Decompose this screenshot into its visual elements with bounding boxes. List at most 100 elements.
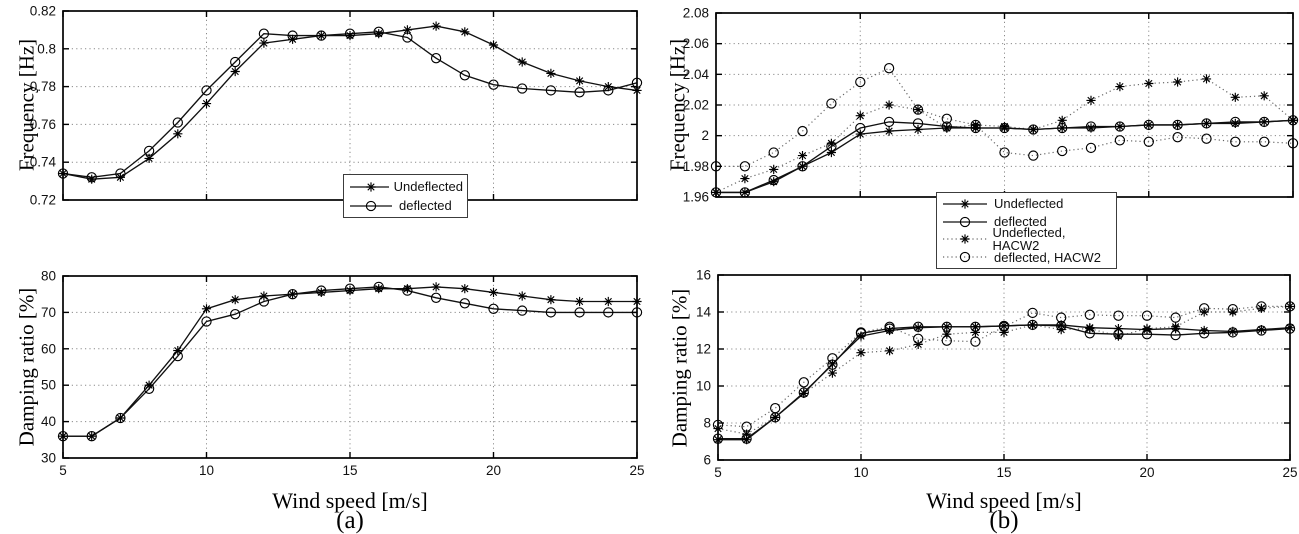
star-marker-icon xyxy=(366,181,376,192)
star-marker-icon xyxy=(288,34,298,44)
circle-marker-icon xyxy=(574,307,585,318)
y-tick-label: 60 xyxy=(41,341,56,356)
star-marker-icon xyxy=(115,413,125,423)
circle-marker-icon xyxy=(172,117,183,128)
circle-marker-icon xyxy=(768,147,779,158)
circle-marker-icon xyxy=(488,303,499,314)
legend-sample-circle-solid-icon xyxy=(943,216,987,227)
y-tick-label: 0.74 xyxy=(30,155,57,170)
circle-marker-icon xyxy=(1028,150,1039,161)
star-marker-icon xyxy=(913,323,923,333)
star-marker-icon xyxy=(460,284,470,294)
star-marker-icon xyxy=(999,327,1009,337)
legend-entry-undeflected-hacw2: Undeflected, HACW2 xyxy=(941,226,1112,252)
star-marker-icon xyxy=(402,284,412,294)
tick-marks xyxy=(717,274,1291,461)
star-marker-icon xyxy=(374,29,384,39)
circle-marker-icon xyxy=(1230,136,1241,147)
y-tick-label: 1.98 xyxy=(683,159,709,174)
star-marker-icon xyxy=(374,284,384,294)
star-marker-icon xyxy=(402,25,412,35)
y-tick-label: 1.96 xyxy=(683,190,709,205)
star-marker-icon xyxy=(1201,118,1212,128)
star-marker-icon xyxy=(1086,123,1096,133)
star-marker-icon xyxy=(460,27,470,37)
y-tick-label: 12 xyxy=(696,342,711,357)
circle-marker-icon xyxy=(459,298,470,309)
star-marker-icon xyxy=(769,164,779,174)
y-tick-label: 0.72 xyxy=(30,193,56,208)
x-tick-label: 25 xyxy=(629,463,644,478)
star-marker-icon xyxy=(740,174,750,184)
y-tick-label: 70 xyxy=(41,305,56,320)
series-line xyxy=(717,305,1290,428)
y-tick-label: 14 xyxy=(696,305,712,320)
series-group xyxy=(712,301,1296,445)
circle-marker-icon xyxy=(517,305,528,316)
y-tick-label: 2 xyxy=(701,128,709,143)
star-marker-icon xyxy=(1028,124,1038,135)
series-line xyxy=(63,286,637,437)
star-marker-icon xyxy=(885,346,895,356)
star-marker-icon xyxy=(769,177,779,187)
tick-marks xyxy=(715,12,1294,198)
circle-marker-icon xyxy=(1114,135,1126,146)
star-marker-icon xyxy=(797,161,808,171)
legend-label: Undeflected xyxy=(994,196,1064,212)
star-marker-icon xyxy=(913,105,923,115)
star-marker-icon xyxy=(826,138,836,148)
series-line xyxy=(715,78,1294,193)
star-marker-icon xyxy=(999,321,1009,331)
series-group xyxy=(57,281,643,442)
legend-label: deflected, HACW2 xyxy=(994,249,1101,265)
circle-marker-icon xyxy=(1172,132,1183,143)
circle-marker-icon xyxy=(959,216,971,227)
circle-marker-icon xyxy=(798,377,809,388)
star-marker-icon xyxy=(797,151,808,161)
star-marker-icon xyxy=(942,329,952,339)
xlabel-wind-speed-b: Wind speed [m/s] xyxy=(926,488,1082,513)
legend-label: deflected xyxy=(994,214,1047,229)
circle-marker-icon xyxy=(1057,145,1068,157)
circle-marker-icon xyxy=(1085,142,1097,154)
legend-a: Undeflected deflected xyxy=(343,174,468,218)
star-marker-icon xyxy=(827,368,837,378)
legend-entry-undeflected: Undeflected xyxy=(941,195,1112,213)
star-marker-icon xyxy=(1228,307,1238,317)
legend-entry-deflected-hacw2: deflected, HACW2 xyxy=(941,248,1112,266)
caption-b: (b) xyxy=(989,507,1019,534)
tick-marks xyxy=(62,275,638,459)
gridlines xyxy=(718,275,1290,460)
circle-marker-icon xyxy=(258,28,270,39)
star-marker-icon xyxy=(1086,95,1096,105)
star-marker-icon xyxy=(913,124,923,135)
y-tick-label: 40 xyxy=(41,414,56,429)
y-tick-label: 2.02 xyxy=(683,98,709,113)
star-marker-icon xyxy=(1113,331,1123,341)
star-marker-icon xyxy=(488,287,499,297)
star-marker-icon xyxy=(431,282,441,292)
x-tick-label: 15 xyxy=(996,465,1011,480)
circle-marker-icon xyxy=(739,161,751,172)
star-marker-icon xyxy=(546,295,556,305)
star-marker-icon xyxy=(230,295,240,305)
star-marker-icon xyxy=(1230,118,1240,128)
star-marker-icon xyxy=(942,123,952,133)
tick-labels: 1.96 1.98 2 2.02 2.04 2.06 2.08 xyxy=(683,6,710,205)
star-marker-icon xyxy=(259,38,269,48)
star-marker-icon xyxy=(115,172,125,182)
y-tick-label: 2.06 xyxy=(683,36,709,51)
star-marker-icon xyxy=(1201,74,1212,84)
star-marker-icon xyxy=(827,359,837,369)
y-tick-label: 6 xyxy=(703,453,711,468)
star-marker-icon xyxy=(603,296,613,307)
star-marker-icon xyxy=(201,304,212,314)
x-tick-label: 5 xyxy=(714,465,722,480)
circle-marker-icon xyxy=(959,251,971,263)
star-marker-icon xyxy=(856,348,866,358)
star-marker-icon xyxy=(799,388,809,398)
legend-sample-circle-dotted-icon xyxy=(943,251,987,263)
star-marker-icon xyxy=(740,187,750,197)
star-marker-icon xyxy=(345,31,355,41)
legend-entry-deflected: deflected xyxy=(348,196,463,215)
